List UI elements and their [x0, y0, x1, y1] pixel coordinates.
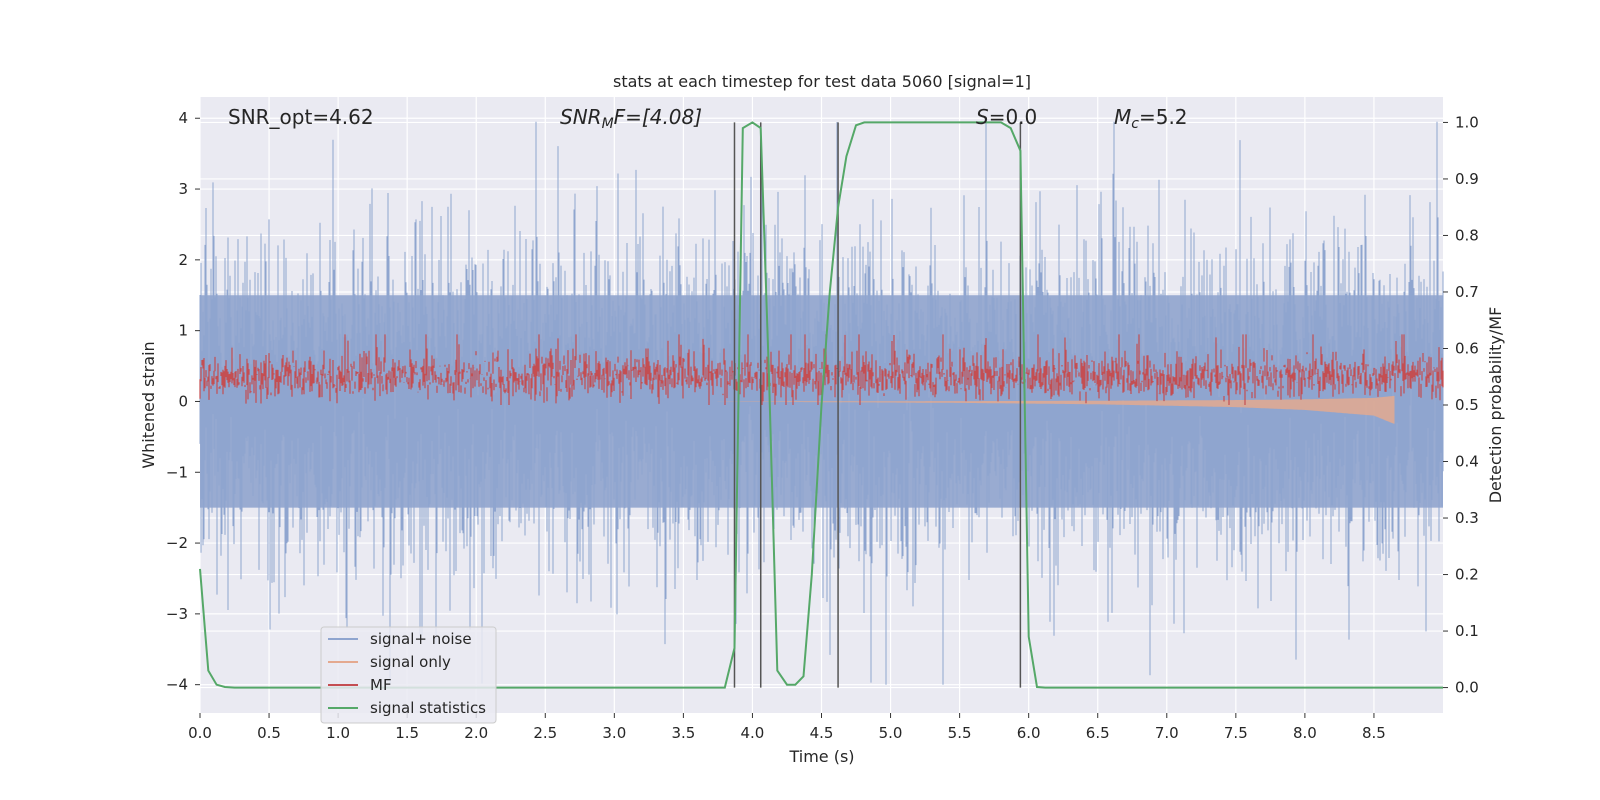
annotation-mc-sub: c [1131, 116, 1139, 132]
annotation-mc-rest: =5.2 [1139, 105, 1188, 129]
y2-tick-label-5: 0.5 [1455, 396, 1479, 414]
annotation-snr-opt: SNR_opt=4.62 [228, 105, 374, 129]
x-tick-label-11: 5.5 [948, 724, 972, 742]
y-tick-label-0: 4 [178, 109, 188, 127]
x-tick-label-15: 7.5 [1224, 724, 1248, 742]
y-tick-label-3: 1 [178, 322, 188, 340]
y2-tick-label-3: 0.7 [1455, 283, 1479, 301]
x-tick-label-1: 0.5 [257, 724, 281, 742]
x-tick-label-14: 7.0 [1155, 724, 1179, 742]
x-tick-label-6: 3.0 [602, 724, 626, 742]
annotation-snr-mf-base: SNR [560, 105, 602, 129]
annotation-mc-base: M [1114, 105, 1131, 129]
y2-tick-label-7: 0.3 [1455, 509, 1479, 527]
y-tick-label-6: −2 [166, 534, 188, 552]
y2-tick-label-2: 0.8 [1455, 226, 1479, 244]
y-tick-label-4: 0 [178, 392, 188, 410]
y2-tick-label-10: 0.0 [1455, 679, 1479, 697]
mf-line [199, 334, 1444, 405]
y2-tick-labels: 1.0 0.9 0.8 0.7 0.6 0.5 0.4 0.3 0.2 0.1 0.0 [1443, 113, 1479, 697]
annotation-snr-mf: SNRMF=[4.08] [560, 105, 702, 132]
x-tick-label-7: 3.5 [671, 724, 695, 742]
legend-label-signal-only: signal only [370, 653, 451, 671]
signal-only-line [717, 395, 1395, 424]
annotation-s: S=0.0 [976, 105, 1037, 129]
x-tick-label-9: 4.5 [810, 724, 834, 742]
annotation-s-italic: S [976, 105, 989, 129]
legend-label-signal-noise: signal+ noise [370, 630, 472, 648]
legend: signal+ noise signal only MF signal stat… [320, 626, 497, 724]
annotation-snr-mf-rest: F=[4.08] [614, 105, 702, 129]
x-tick-label-5: 2.5 [533, 724, 557, 742]
x-tick-label-2: 1.0 [326, 724, 350, 742]
legend-label-signal-statistics: signal statistics [370, 699, 486, 717]
x-axis-label: Time (s) [788, 747, 854, 766]
y-tick-label-7: −3 [166, 605, 188, 623]
chart-title: stats at each timestep for test data 506… [613, 72, 1031, 91]
x-tick-label-10: 5.0 [879, 724, 903, 742]
y-tick-label-5: −1 [166, 463, 188, 481]
x-tick-label-13: 6.5 [1086, 724, 1110, 742]
annotation-snr-mf-sub: M [602, 116, 614, 132]
y-tick-labels: 4 3 2 1 0 −1 −2 −3 −4 [166, 109, 200, 694]
legend-label-mf: MF [370, 676, 392, 694]
y2-tick-label-6: 0.4 [1455, 453, 1479, 471]
y2-tick-label-1: 0.9 [1455, 170, 1479, 188]
x-tick-label-4: 2.0 [464, 724, 488, 742]
y2-tick-label-8: 0.2 [1455, 566, 1479, 584]
y-tick-label-1: 3 [178, 180, 188, 198]
signal-only-series [717, 395, 1395, 424]
mf-series [199, 334, 1444, 405]
y-axis-label: Whitened strain [139, 341, 158, 468]
y-tick-label-8: −4 [166, 676, 188, 694]
x-tick-label-0: 0.0 [188, 724, 212, 742]
x-tick-label-16: 8.0 [1293, 724, 1317, 742]
y2-tick-label-0: 1.0 [1455, 113, 1479, 131]
y2-tick-label-9: 0.1 [1455, 622, 1479, 640]
x-tick-label-12: 6.0 [1017, 724, 1041, 742]
annotation-mc: Mc=5.2 [1114, 105, 1188, 132]
y-tick-label-2: 2 [178, 251, 188, 269]
annotation-s-rest: =0.0 [989, 105, 1038, 129]
y2-axis-label: Detection probability/MF [1486, 307, 1505, 504]
x-tick-label-3: 1.5 [395, 724, 419, 742]
x-tick-label-8: 4.0 [741, 724, 765, 742]
y2-tick-label-4: 0.6 [1455, 339, 1479, 357]
x-tick-labels: 0.0 0.5 1.0 1.5 2.0 2.5 3.0 3.5 4.0 4.5 5.0 5.5 6.0 6… [188, 713, 1386, 742]
legend-box [320, 626, 497, 724]
x-tick-label-17: 8.5 [1362, 724, 1386, 742]
